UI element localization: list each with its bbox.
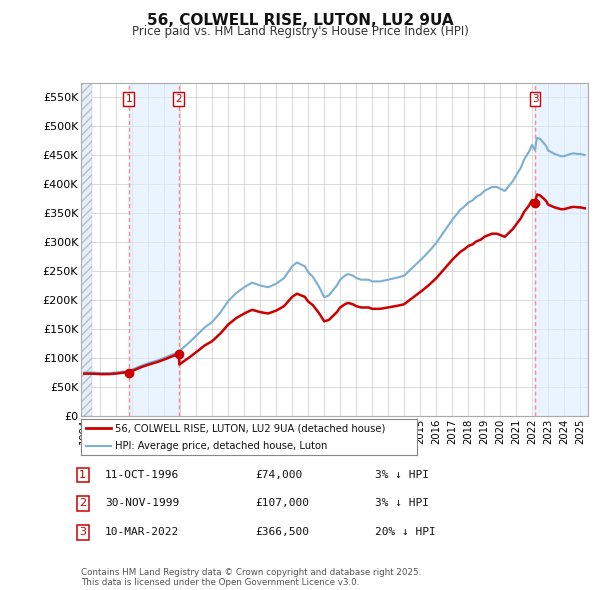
Text: £366,500: £366,500 (255, 527, 309, 537)
Text: Contains HM Land Registry data © Crown copyright and database right 2025.
This d: Contains HM Land Registry data © Crown c… (81, 568, 421, 587)
Text: 20% ↓ HPI: 20% ↓ HPI (375, 527, 436, 537)
Text: 56, COLWELL RISE, LUTON, LU2 9UA: 56, COLWELL RISE, LUTON, LU2 9UA (146, 13, 454, 28)
Text: 2: 2 (176, 94, 182, 104)
Bar (535, 83, 588, 416)
Text: 56, COLWELL RISE, LUTON, LU2 9UA (detached house): 56, COLWELL RISE, LUTON, LU2 9UA (detach… (115, 423, 385, 433)
Text: 2: 2 (79, 499, 86, 508)
Text: 1: 1 (125, 94, 132, 104)
Text: £107,000: £107,000 (255, 499, 309, 508)
Text: £74,000: £74,000 (255, 470, 302, 480)
Text: 3% ↓ HPI: 3% ↓ HPI (375, 499, 429, 508)
Text: 3: 3 (532, 94, 538, 104)
Text: 1: 1 (79, 470, 86, 480)
Text: 3% ↓ HPI: 3% ↓ HPI (375, 470, 429, 480)
Text: 30-NOV-1999: 30-NOV-1999 (105, 499, 179, 508)
Bar (128, 83, 179, 416)
Text: 10-MAR-2022: 10-MAR-2022 (105, 527, 179, 537)
Text: 3: 3 (79, 527, 86, 537)
Text: Price paid vs. HM Land Registry's House Price Index (HPI): Price paid vs. HM Land Registry's House … (131, 25, 469, 38)
Text: HPI: Average price, detached house, Luton: HPI: Average price, detached house, Luto… (115, 441, 327, 451)
Text: 11-OCT-1996: 11-OCT-1996 (105, 470, 179, 480)
